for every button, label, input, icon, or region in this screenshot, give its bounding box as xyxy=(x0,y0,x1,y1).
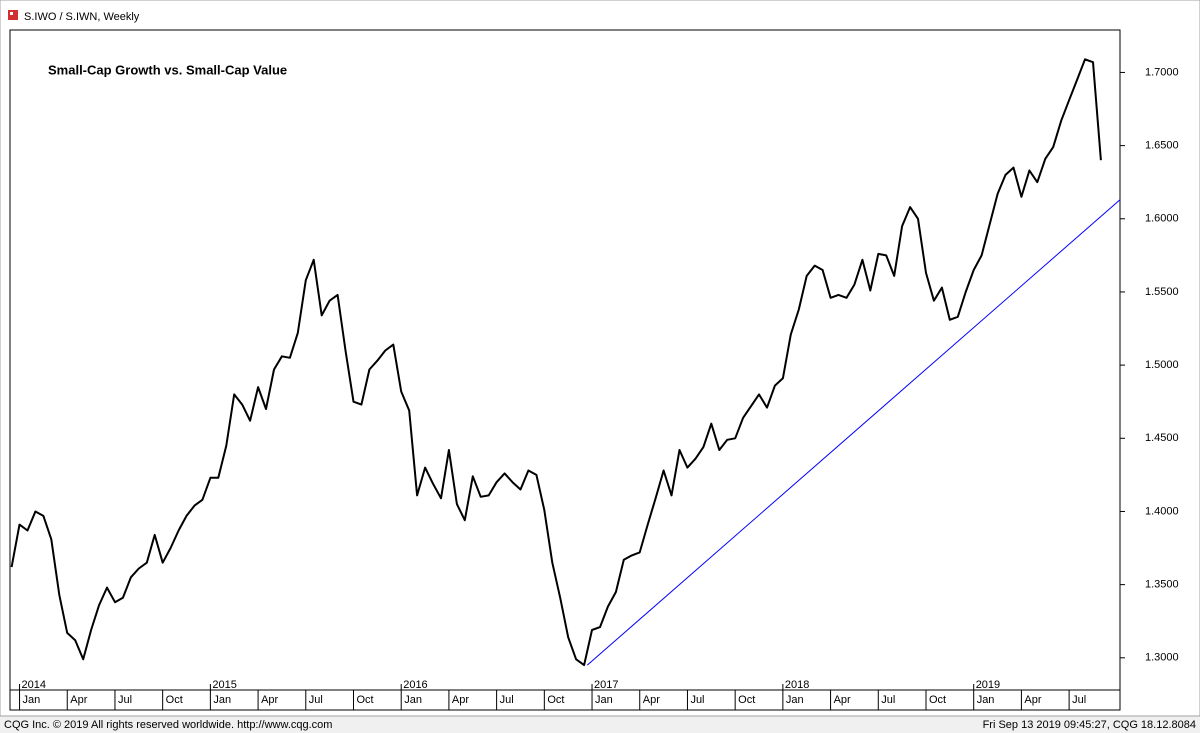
x-tick-label: Oct xyxy=(738,694,755,706)
x-tick-label: Apr xyxy=(1024,694,1041,706)
x-tick-label: Jul xyxy=(118,694,132,706)
x-tick-label: Jan xyxy=(213,694,231,706)
x-tick-label: Apr xyxy=(452,694,469,706)
footer-left: CQG Inc. © 2019 All rights reserved worl… xyxy=(4,719,332,731)
year-label: 2018 xyxy=(785,679,809,691)
y-tick-label: 1.6000 xyxy=(1145,213,1179,225)
x-tick-label: Apr xyxy=(261,694,278,706)
x-tick-label: Jul xyxy=(309,694,323,706)
x-tick-label: Apr xyxy=(643,694,660,706)
y-tick-label: 1.4500 xyxy=(1145,432,1179,444)
year-label: 2015 xyxy=(212,679,236,691)
x-tick-label: Jan xyxy=(786,694,804,706)
year-label: 2019 xyxy=(976,679,1000,691)
x-tick-label: Apr xyxy=(70,694,87,706)
y-tick-label: 1.6500 xyxy=(1145,140,1179,152)
x-tick-label: Jul xyxy=(500,694,514,706)
x-tick-label: Oct xyxy=(929,694,946,706)
year-label: 2016 xyxy=(403,679,427,691)
footer-right: Fri Sep 13 2019 09:45:27, CQG 18.12.8084 xyxy=(983,719,1196,731)
window-title: S.IWO / S.IWN, Weekly xyxy=(24,11,140,23)
year-label: 2014 xyxy=(22,679,46,691)
trend-line xyxy=(586,199,1121,666)
year-label: 2017 xyxy=(594,679,618,691)
y-tick-label: 1.7000 xyxy=(1145,66,1179,78)
y-tick-label: 1.4000 xyxy=(1145,505,1179,517)
x-tick-label: Jan xyxy=(23,694,41,706)
price-line xyxy=(10,58,1102,667)
y-tick-label: 1.3500 xyxy=(1145,579,1179,591)
y-tick-label: 1.5000 xyxy=(1145,359,1179,371)
x-tick-label: Jan xyxy=(977,694,995,706)
x-tick-label: Jul xyxy=(1072,694,1086,706)
x-tick-label: Jul xyxy=(690,694,704,706)
x-tick-label: Apr xyxy=(834,694,851,706)
x-tick-label: Oct xyxy=(356,694,373,706)
x-tick-label: Jan xyxy=(404,694,422,706)
x-tick-label: Jul xyxy=(881,694,895,706)
window-icon-dot xyxy=(10,12,13,15)
x-tick-label: Jan xyxy=(595,694,613,706)
x-tick-label: Oct xyxy=(547,694,564,706)
y-tick-label: 1.3000 xyxy=(1145,652,1179,664)
x-axis-band xyxy=(9,689,1121,711)
x-tick-label: Oct xyxy=(166,694,183,706)
y-tick-label: 1.5500 xyxy=(1145,286,1179,298)
plot-frame xyxy=(9,29,1121,691)
chart-title: Small-Cap Growth vs. Small-Cap Value xyxy=(48,62,287,77)
